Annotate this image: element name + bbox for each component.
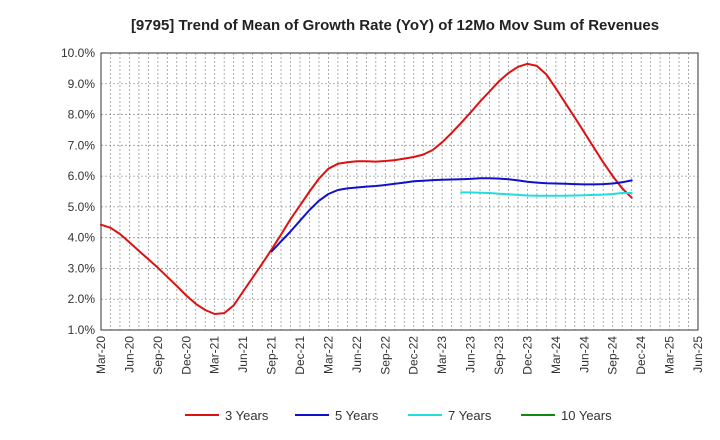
y-tick-label: 5.0% — [68, 200, 96, 214]
x-tick-label: Sep-24 — [606, 336, 620, 375]
x-tick-label: Dec-20 — [179, 336, 193, 375]
x-tick-label: Jun-23 — [464, 336, 478, 373]
x-tick-label: Mar-22 — [321, 336, 335, 374]
series-line-7-years — [460, 191, 633, 197]
series-line-5-years — [270, 177, 633, 253]
x-tick-label: Jun-21 — [236, 336, 250, 373]
legend-label-3-years: 3 Years — [225, 408, 269, 423]
x-tick-label: Mar-23 — [435, 336, 449, 374]
x-tick-label: Sep-21 — [265, 336, 279, 375]
y-tick-label: 7.0% — [68, 138, 96, 152]
x-tick-label: Jun-20 — [122, 336, 136, 373]
legend-label-10-years: 10 Years — [561, 408, 612, 423]
legend: 3 Years 5 Years 7 Years 10 Years — [185, 408, 612, 423]
legend-label-5-years: 5 Years — [335, 408, 379, 423]
x-tick-label: Dec-22 — [407, 336, 421, 375]
y-tick-label: 6.0% — [68, 169, 96, 183]
y-tick-label: 9.0% — [68, 77, 96, 91]
series-line-3-years — [100, 62, 633, 315]
x-tick-label: Mar-24 — [549, 336, 563, 374]
x-axis: Mar-20 Jun-20 Sep-20 Dec-20 Mar-21 Jun-21 Sep-… — [94, 336, 705, 375]
x-tick-label: Dec-23 — [520, 336, 534, 375]
y-tick-label: 10.0% — [61, 46, 95, 60]
x-tick-label: Dec-24 — [634, 336, 648, 375]
x-tick-label: Sep-23 — [492, 336, 506, 375]
plot-frame — [100, 52, 699, 331]
x-tick-label: Sep-22 — [378, 336, 392, 375]
grid — [100, 53, 699, 330]
y-tick-label: 2.0% — [68, 292, 96, 306]
y-tick-label: 1.0% — [68, 323, 96, 337]
y-tick-label: 4.0% — [68, 231, 96, 245]
x-tick-label: Jun-22 — [350, 336, 364, 373]
x-tick-label: Jun-25 — [691, 336, 705, 373]
y-tick-label: 8.0% — [68, 108, 96, 122]
series-layer — [100, 62, 633, 315]
y-axis: 1.0% 2.0% 3.0% 4.0% 5.0% 6.0% 7.0% 8.0% 9.0% 10.0… — [61, 46, 95, 337]
x-tick-label: Dec-21 — [293, 336, 307, 375]
x-tick-label: Sep-20 — [151, 336, 165, 375]
x-tick-label: Mar-25 — [663, 336, 677, 374]
legend-label-7-years: 7 Years — [448, 408, 492, 423]
y-tick-label: 3.0% — [68, 261, 96, 275]
x-tick-label: Mar-21 — [208, 336, 222, 374]
x-tick-label: Jun-24 — [577, 336, 591, 373]
chart-title: [9795] Trend of Mean of Growth Rate (YoY… — [131, 17, 659, 34]
x-tick-label: Mar-20 — [94, 336, 108, 374]
